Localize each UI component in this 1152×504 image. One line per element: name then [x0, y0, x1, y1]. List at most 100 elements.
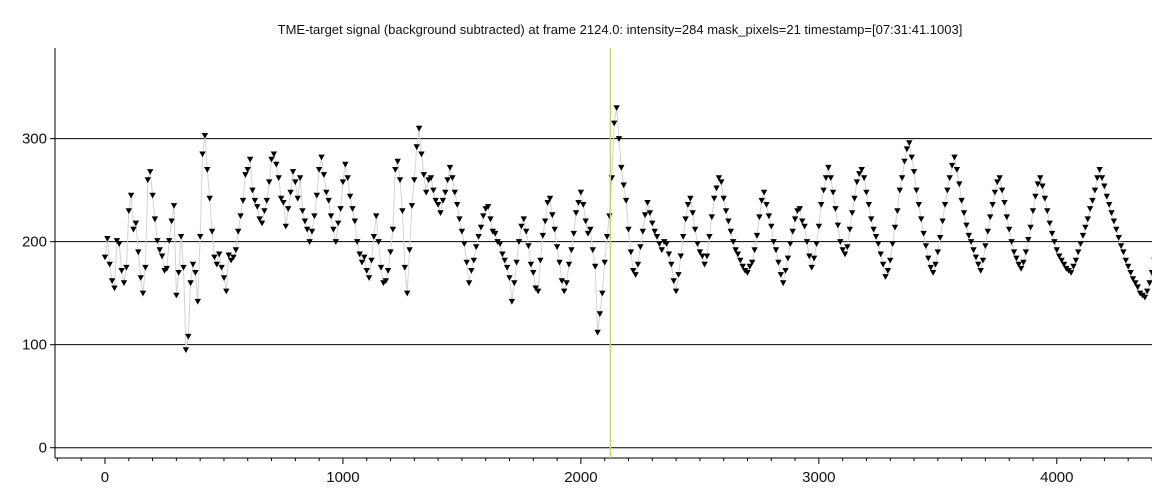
data-point: [937, 235, 944, 241]
data-point: [934, 249, 941, 256]
data-point: [637, 244, 644, 250]
data-point: [242, 172, 249, 178]
data-point: [1044, 208, 1051, 214]
data-point: [630, 268, 637, 274]
data-point: [204, 167, 211, 173]
data-point: [525, 243, 532, 249]
data-point: [996, 175, 1003, 181]
data-point: [948, 162, 956, 169]
data-point: [415, 125, 423, 132]
data-point: [382, 278, 389, 284]
data-point: [308, 228, 316, 235]
data-point: [194, 298, 201, 305]
data-point: [439, 197, 447, 204]
data-point: [227, 257, 235, 264]
data-point: [594, 329, 601, 336]
data-point: [977, 268, 984, 274]
data-point: [1084, 216, 1091, 223]
data-point: [1025, 237, 1032, 243]
data-point: [294, 195, 301, 202]
data-point: [827, 175, 834, 181]
data-point: [263, 197, 270, 204]
x-tick-label: 0: [101, 469, 109, 486]
data-point: [456, 216, 463, 223]
data-point: [287, 189, 294, 196]
data-point: [423, 189, 430, 196]
data-point: [361, 254, 368, 261]
data-point: [1070, 263, 1077, 270]
data-point: [1106, 202, 1113, 208]
data-point: [404, 290, 411, 297]
data-point: [458, 228, 466, 235]
data-point: [418, 151, 425, 158]
data-point: [796, 206, 803, 212]
data-point: [175, 270, 182, 276]
data-point: [663, 241, 670, 247]
data-point: [958, 197, 965, 204]
data-point: [427, 175, 435, 181]
data-point: [706, 234, 713, 240]
data-point: [377, 264, 385, 271]
data-point: [596, 311, 604, 317]
data-point: [125, 208, 132, 214]
data-point: [537, 257, 544, 264]
data-point: [1132, 280, 1139, 287]
data-point: [987, 214, 994, 221]
data-point: [703, 253, 711, 260]
data-point: [156, 247, 163, 254]
data-point: [887, 257, 894, 264]
data-point: [1001, 200, 1008, 206]
data-point: [580, 202, 587, 208]
data-point: [587, 226, 594, 233]
data-point: [972, 254, 980, 261]
data-point: [898, 175, 906, 181]
data-point: [337, 206, 344, 212]
data-point: [289, 169, 297, 175]
data-point: [311, 213, 318, 220]
data-point: [551, 226, 558, 233]
data-point: [1108, 210, 1115, 216]
data-point: [173, 292, 180, 299]
data-point: [732, 247, 739, 254]
data-point: [1120, 249, 1127, 256]
data-point: [508, 298, 516, 305]
data-point: [296, 175, 304, 181]
data-point: [487, 216, 494, 223]
data-point: [1046, 220, 1053, 227]
x-axis-minor-ticks: [56, 458, 1152, 461]
data-point: [506, 275, 513, 281]
data-point: [1013, 255, 1020, 262]
data-point: [168, 218, 175, 225]
data-point: [941, 202, 949, 208]
y-tick-label: 0: [39, 440, 47, 457]
data-point: [518, 223, 525, 230]
data-point: [770, 239, 777, 245]
data-point: [691, 226, 699, 233]
data-point: [470, 257, 477, 264]
data-point: [375, 239, 382, 245]
data-point: [632, 272, 639, 278]
data-point: [235, 228, 242, 235]
data-point: [829, 189, 837, 196]
data-point: [718, 179, 725, 186]
data-point: [834, 222, 842, 229]
data-point: [611, 120, 618, 127]
data-point: [684, 202, 692, 208]
data-point: [230, 254, 237, 261]
data-point: [437, 210, 444, 216]
data-point: [701, 261, 708, 268]
data-point: [392, 167, 399, 173]
data-point: [104, 236, 111, 242]
data-point: [1056, 253, 1063, 260]
data-point: [863, 189, 870, 196]
data-point: [451, 189, 458, 196]
data-point: [408, 203, 416, 209]
data-point: [575, 200, 582, 206]
data-point: [163, 265, 170, 272]
data-point: [1020, 259, 1027, 266]
data-point: [246, 156, 254, 163]
data-point: [394, 158, 401, 165]
data-point: [932, 261, 939, 268]
data-point: [275, 175, 282, 181]
